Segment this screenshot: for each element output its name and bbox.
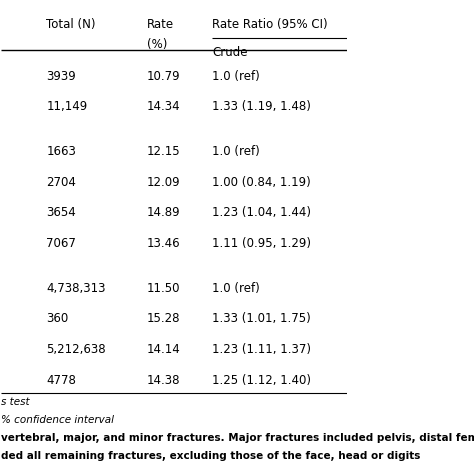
Text: % confidence interval: % confidence interval — [1, 415, 114, 425]
Text: 15.28: 15.28 — [147, 312, 180, 325]
Text: 1.23 (1.11, 1.37): 1.23 (1.11, 1.37) — [212, 343, 311, 356]
Text: 13.46: 13.46 — [147, 237, 181, 250]
Text: 2704: 2704 — [46, 176, 76, 189]
Text: 12.09: 12.09 — [147, 176, 181, 189]
Text: 3654: 3654 — [46, 206, 76, 219]
Text: 14.38: 14.38 — [147, 374, 180, 387]
Text: 1.33 (1.01, 1.75): 1.33 (1.01, 1.75) — [212, 312, 311, 325]
Text: Crude: Crude — [212, 46, 248, 59]
Text: 14.89: 14.89 — [147, 206, 181, 219]
Text: 3939: 3939 — [46, 70, 76, 83]
Text: vertebral, major, and minor fractures. Major fractures included pelvis, distal f: vertebral, major, and minor fractures. M… — [1, 433, 474, 443]
Text: ded all remaining fractures, excluding those of the face, head or digits: ded all remaining fractures, excluding t… — [1, 451, 421, 461]
Text: 1.11 (0.95, 1.29): 1.11 (0.95, 1.29) — [212, 237, 311, 250]
Text: 10.79: 10.79 — [147, 70, 181, 83]
Text: 1.0 (ref): 1.0 (ref) — [212, 282, 260, 295]
Text: (%): (%) — [147, 37, 167, 51]
Text: 7067: 7067 — [46, 237, 76, 250]
Text: 360: 360 — [46, 312, 69, 325]
Text: Rate Ratio (95% CI): Rate Ratio (95% CI) — [212, 18, 328, 31]
Text: 14.34: 14.34 — [147, 100, 181, 113]
Text: 5,212,638: 5,212,638 — [46, 343, 106, 356]
Text: 1663: 1663 — [46, 145, 76, 158]
Text: 11.50: 11.50 — [147, 282, 180, 295]
Text: 1.23 (1.04, 1.44): 1.23 (1.04, 1.44) — [212, 206, 311, 219]
Text: 11,149: 11,149 — [46, 100, 88, 113]
Text: Rate: Rate — [147, 18, 174, 31]
Text: 4,738,313: 4,738,313 — [46, 282, 106, 295]
Text: 12.15: 12.15 — [147, 145, 181, 158]
Text: 1.0 (ref): 1.0 (ref) — [212, 70, 260, 83]
Text: Total (N): Total (N) — [46, 18, 96, 31]
Text: 4778: 4778 — [46, 374, 76, 387]
Text: 1.00 (0.84, 1.19): 1.00 (0.84, 1.19) — [212, 176, 311, 189]
Text: 14.14: 14.14 — [147, 343, 181, 356]
Text: 1.33 (1.19, 1.48): 1.33 (1.19, 1.48) — [212, 100, 311, 113]
Text: 1.0 (ref): 1.0 (ref) — [212, 145, 260, 158]
Text: 1.25 (1.12, 1.40): 1.25 (1.12, 1.40) — [212, 374, 311, 387]
Text: s test: s test — [1, 397, 30, 407]
